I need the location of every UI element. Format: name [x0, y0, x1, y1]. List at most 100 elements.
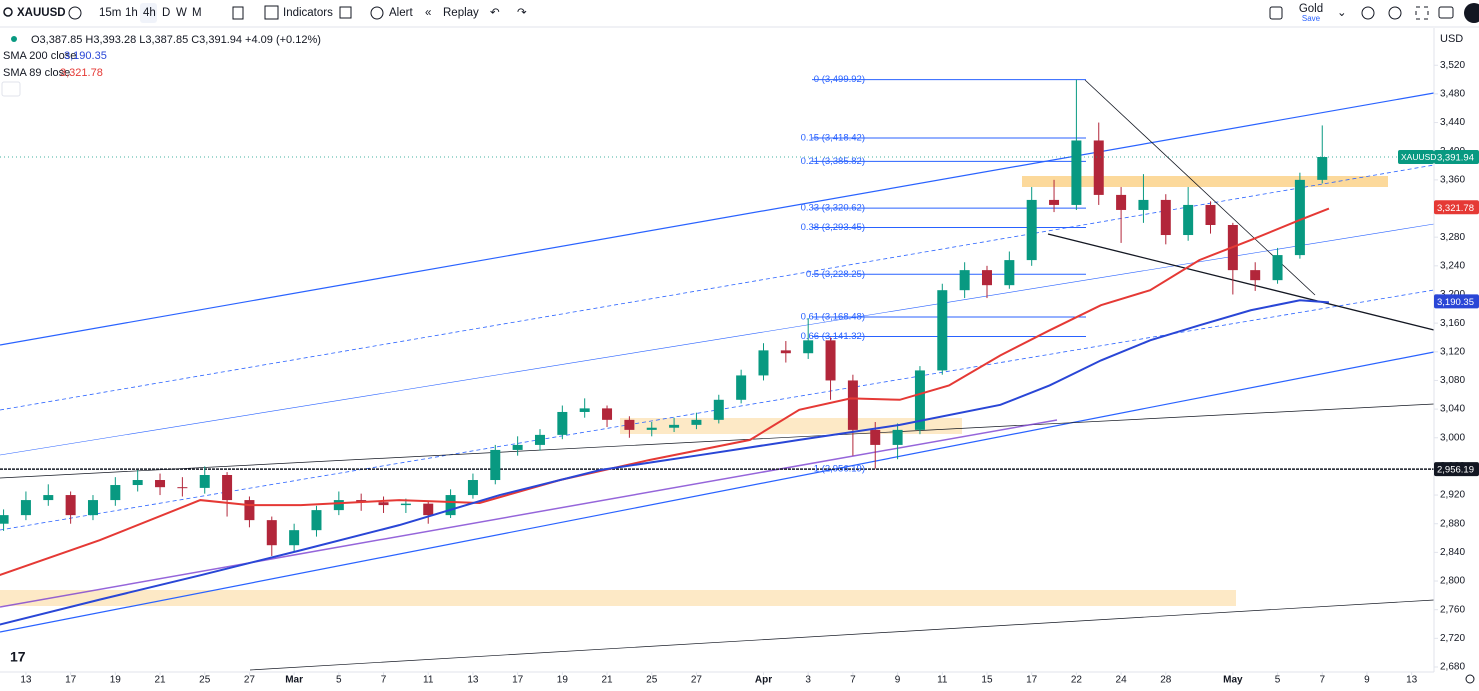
fullscreen-button[interactable] — [1415, 6, 1429, 20]
candle-body — [1294, 179, 1305, 256]
alert-button[interactable]: Alert — [389, 7, 413, 19]
x-tick-label: 27 — [244, 675, 256, 686]
candle-body — [1004, 260, 1015, 286]
candle-body — [1272, 255, 1283, 281]
fib-label: 0.33 (3,320.62) — [801, 203, 865, 214]
layout-menu[interactable]: ⌄ — [1337, 7, 1347, 19]
settings-button[interactable] — [1388, 6, 1402, 20]
y-tick-label: 3,240 — [1440, 260, 1465, 271]
channel-line — [0, 92, 1435, 346]
y-tick-label: 3,120 — [1440, 346, 1465, 357]
alert-icon[interactable] — [370, 6, 384, 20]
candle-body — [1026, 199, 1037, 261]
templates-button[interactable] — [339, 6, 352, 19]
candle-body — [289, 530, 300, 546]
candle-body — [65, 495, 76, 516]
candle-body — [467, 480, 478, 496]
trend-line — [1047, 233, 1435, 331]
y-tick-label: 3,480 — [1440, 89, 1465, 100]
layout-name[interactable]: Gold — [1299, 3, 1323, 15]
layout-button[interactable] — [1269, 6, 1283, 20]
profile-button[interactable] — [1464, 3, 1479, 23]
fib-label: 0.15 (3,418.42) — [801, 133, 865, 144]
candle-body — [244, 500, 255, 521]
interval[interactable]: 15m — [99, 7, 121, 19]
candle-body — [669, 424, 680, 428]
axis-settings[interactable] — [1465, 674, 1475, 684]
x-tick-label: May — [1223, 675, 1243, 686]
legend: O3,387.85 H3,393.28 L3,387.85 C3,391.94 … — [1, 34, 321, 97]
sma-label: SMA 200 close — [3, 50, 76, 62]
candle-body — [825, 340, 836, 381]
candle-body — [0, 515, 9, 524]
candle-body — [780, 350, 791, 354]
screenshot-button[interactable] — [1438, 6, 1454, 19]
collapse-legend[interactable] — [1, 81, 21, 97]
candle-body — [557, 411, 568, 435]
currency-label[interactable]: USD — [1440, 33, 1463, 45]
x-tick-label: 25 — [199, 675, 211, 686]
indicators-icon[interactable] — [264, 5, 279, 20]
candle-body — [646, 427, 657, 430]
zone — [1022, 176, 1388, 187]
chart-type-button[interactable] — [232, 6, 244, 20]
symbol-badge — [1398, 149, 1434, 164]
candle-body — [512, 444, 523, 450]
fib-label: 0.38 (3,293.45) — [801, 222, 865, 233]
indicator-line — [0, 419, 1058, 608]
tv-logo[interactable]: 17 — [10, 649, 26, 665]
candle-body — [87, 500, 98, 516]
x-tick-label: 7 — [1319, 675, 1325, 686]
y-tick-label: 2,880 — [1440, 518, 1465, 529]
interval[interactable]: D — [162, 7, 170, 19]
interval[interactable]: M — [192, 7, 202, 19]
indicators-button[interactable]: Indicators — [283, 7, 333, 19]
redo-button[interactable]: ↷ — [517, 7, 527, 19]
candle-body — [736, 375, 747, 400]
candle-body — [713, 399, 724, 420]
candle-body — [132, 480, 143, 486]
replay-icon[interactable]: « — [425, 7, 431, 19]
fib-label: 0.21 (3,385.82) — [801, 156, 865, 167]
candle-body — [110, 485, 121, 501]
interval[interactable]: W — [176, 7, 187, 19]
undo-button[interactable]: ↶ — [490, 7, 500, 19]
fib-label: 0 (3,499.92) — [814, 74, 865, 85]
x-tick-label: 7 — [850, 675, 856, 686]
candle-body — [423, 503, 434, 516]
candle-body — [1205, 204, 1216, 225]
compare-button[interactable] — [68, 6, 82, 20]
y-tick-label: 3,000 — [1440, 432, 1465, 443]
candle-body — [445, 495, 456, 516]
candle-body — [803, 340, 814, 354]
candle-body — [1183, 204, 1194, 236]
symbol[interactable]: XAUUSD — [17, 7, 66, 19]
y-tick-label: 3,440 — [1440, 117, 1465, 128]
candle-body — [870, 429, 881, 445]
x-tick-label: 5 — [1275, 675, 1281, 686]
x-tick-label: 5 — [336, 675, 342, 686]
x-tick-label: 28 — [1160, 675, 1172, 686]
y-tick-label: 3,280 — [1440, 232, 1465, 243]
price-badge-label: 3,190.35 — [1437, 297, 1474, 308]
x-tick-label: 17 — [512, 675, 524, 686]
x-tick-label: 3 — [805, 675, 811, 686]
search-icon[interactable] — [3, 7, 13, 17]
channel-mid-line — [0, 164, 1435, 411]
quick-search[interactable] — [1361, 6, 1375, 20]
market-status — [11, 36, 17, 42]
x-tick-label: 11 — [423, 675, 434, 686]
interval[interactable]: 4h — [143, 7, 156, 19]
x-tick-label: 15 — [981, 675, 993, 686]
y-tick-label: 2,840 — [1440, 547, 1465, 558]
x-tick-label: 7 — [381, 675, 387, 686]
toolbar: XAUUSD 15m 1h 4h D W M Indicators Alert … — [0, 0, 1479, 28]
candle-body — [199, 475, 210, 488]
candle-body — [400, 503, 411, 506]
price-badge-label: 3,321.78 — [1437, 203, 1474, 214]
layout-save[interactable]: Save — [1302, 14, 1321, 23]
fib-label: 0.66 (3,141.32) — [801, 331, 865, 342]
interval[interactable]: 1h — [125, 7, 138, 19]
fib-label: 0.5 (3,228.25) — [806, 269, 865, 280]
replay-button[interactable]: Replay — [443, 7, 479, 19]
